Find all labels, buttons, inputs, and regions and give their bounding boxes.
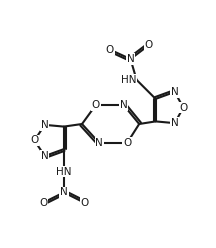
Text: N: N (120, 100, 127, 110)
Text: O: O (123, 138, 131, 148)
Text: O: O (179, 103, 187, 113)
Text: N: N (171, 118, 179, 128)
Text: HN: HN (121, 75, 137, 85)
Text: N: N (60, 187, 68, 197)
Text: O: O (81, 198, 89, 208)
Text: N: N (171, 87, 179, 97)
Text: O: O (39, 198, 47, 208)
Text: N: N (127, 54, 134, 64)
Text: N: N (41, 120, 49, 130)
Text: HN: HN (56, 167, 71, 177)
Text: N: N (41, 151, 49, 161)
Text: O: O (145, 40, 153, 50)
Text: O: O (92, 100, 100, 110)
Text: N: N (95, 138, 103, 148)
Text: O: O (30, 135, 38, 145)
Text: O: O (106, 45, 114, 55)
